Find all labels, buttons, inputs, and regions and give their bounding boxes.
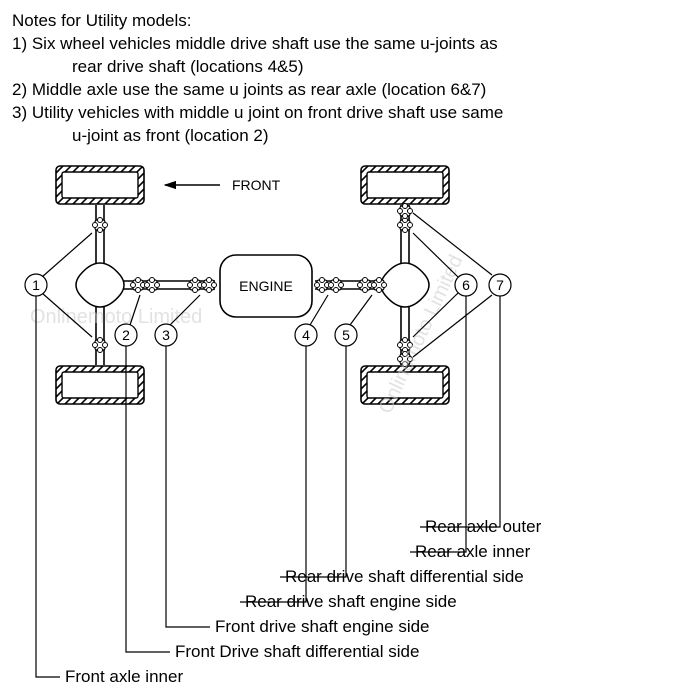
ujoint-3 — [188, 278, 203, 293]
engine-label: ENGINE — [239, 278, 293, 294]
front-differential — [76, 263, 124, 307]
label-2: Front Drive shaft differential side — [175, 642, 419, 661]
note-1: 1) Six wheel vehicles middle drive shaft… — [12, 33, 688, 56]
watermark-1: Onlinemoto Limited — [30, 306, 202, 328]
ujoint-3b — [202, 278, 217, 293]
ujoint-front-axle-bottom — [93, 338, 108, 353]
label-4: Rear drive shaft engine side — [245, 592, 457, 611]
label-7: Rear axle outer — [425, 517, 542, 536]
label-3: Front drive shaft engine side — [215, 617, 430, 636]
callout-num-5: 5 — [342, 327, 350, 343]
note-3-cont: u-joint as front (location 2) — [12, 125, 688, 148]
wheel-front-bottom — [56, 366, 144, 404]
callout-num-1: 1 — [32, 277, 40, 293]
label-6: Rear axle inner — [415, 542, 531, 561]
ujoint-rear-axle-top1 — [398, 218, 413, 233]
ujoint-4 — [315, 278, 330, 293]
callout-num-7: 7 — [496, 277, 504, 293]
front-label: FRONT — [232, 177, 281, 193]
ujoint-rear-axle-top2 — [398, 204, 413, 219]
note-1-cont: rear drive shaft (locations 4&5) — [12, 56, 688, 79]
label-1: Front axle inner — [65, 667, 183, 686]
callout-num-3: 3 — [162, 327, 170, 343]
rear-differential — [381, 263, 429, 307]
label-5: Rear drive shaft differential side — [285, 567, 524, 586]
note-2: 2) Middle axle use the same u joints as … — [12, 79, 688, 102]
wheel-front-top — [56, 166, 144, 204]
callout-num-2: 2 — [122, 327, 130, 343]
ujoint-front-axle-top — [93, 218, 108, 233]
callout-num-6: 6 — [462, 277, 470, 293]
ujoint-2 — [131, 278, 146, 293]
notes-title: Notes for Utility models: — [12, 10, 688, 33]
ujoint-2b — [145, 278, 160, 293]
note-3: 3) Utility vehicles with middle u joint … — [12, 102, 688, 125]
ujoint-4b — [329, 278, 344, 293]
notes-block: Notes for Utility models: 1) Six wheel v… — [0, 0, 700, 153]
drivetrain-diagram: ENGINE FRONT Onlinemoto Limited Onlinemo… — [10, 155, 540, 455]
wheel-rear-top — [361, 166, 449, 204]
ujoint-5 — [358, 278, 373, 293]
callout-num-4: 4 — [302, 327, 310, 343]
